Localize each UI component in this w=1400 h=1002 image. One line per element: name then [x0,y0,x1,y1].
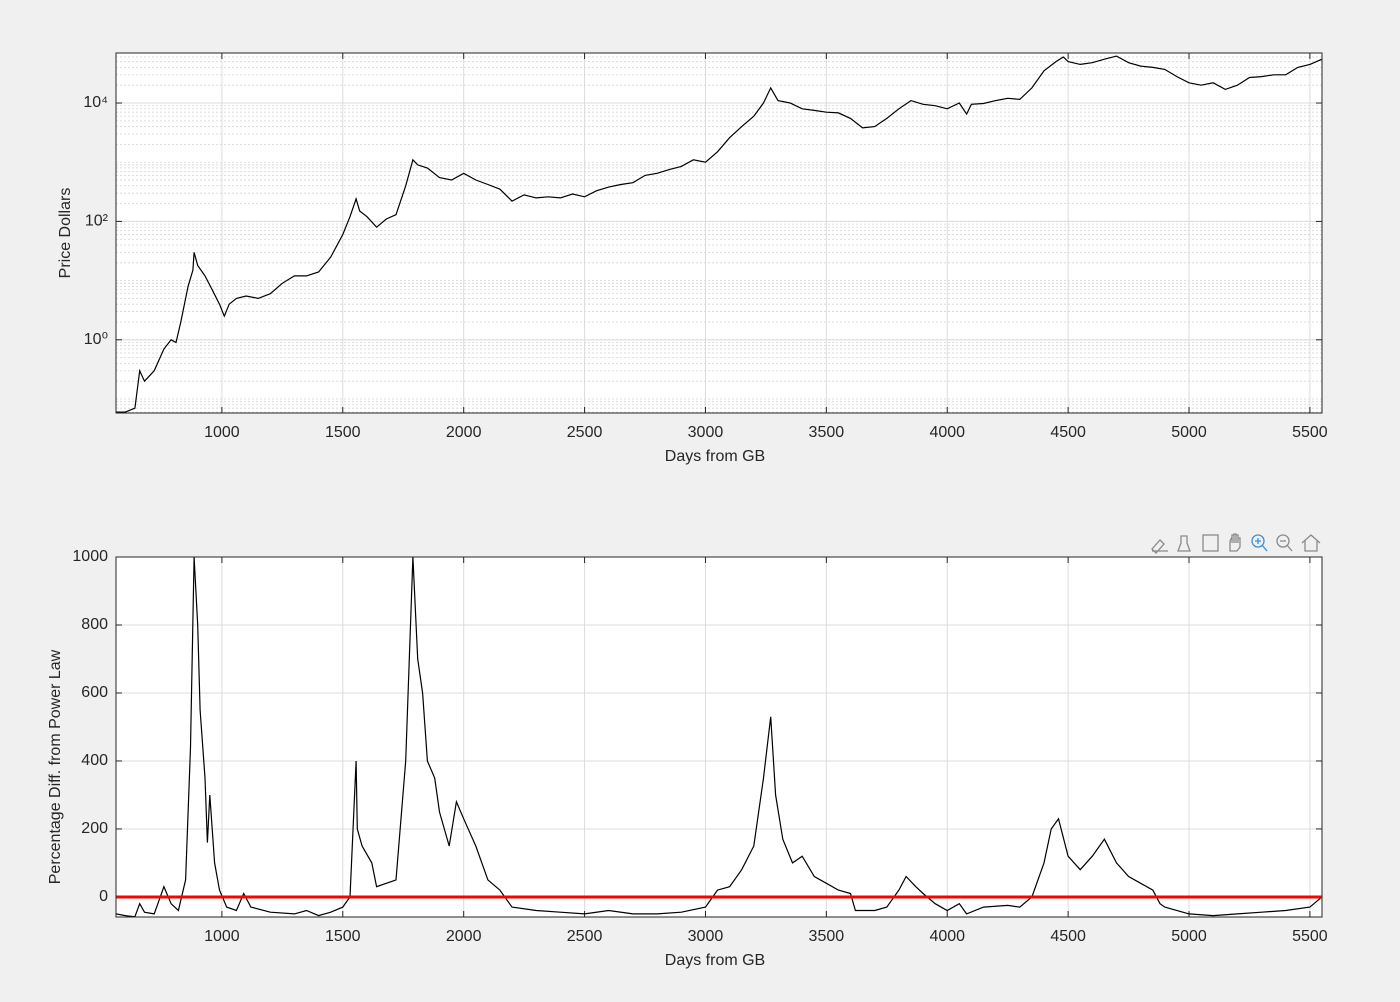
x-tick-label: 2000 [446,424,482,441]
y-axis-label: Percentage Diff. from Power Law [47,649,64,884]
y-tick-label: 600 [81,684,108,701]
x-tick-label: 4000 [929,928,965,945]
x-tick-label: 3000 [688,424,724,441]
toolbar-brush[interactable] [1177,535,1191,552]
y-tick-label: 10⁰ [84,331,108,348]
toolbar[interactable] [1151,533,1321,554]
x-tick-label: 5500 [1292,424,1328,441]
y-tick-label: 10² [85,213,109,230]
toolbar-home[interactable] [1301,534,1321,552]
x-tick-label: 3500 [809,424,845,441]
x-tick-label: 1000 [204,424,240,441]
axes: 1000 1500 2000 2500 3000 3500 4000 4500 5000 5500… [47,548,1328,969]
y-tick-label: 0 [99,888,108,905]
y-tick-label: 400 [81,752,108,769]
toolbar-zoom-in[interactable] [1251,534,1265,548]
x-axis-label: Days from GB [665,448,765,465]
toolbar-pan[interactable] [1229,533,1241,552]
toolbar-zoom-in-mark[interactable] [1255,538,1268,552]
x-tick-label: 5500 [1292,928,1328,945]
data-line [116,55,1322,413]
axes: 1000 1500 2000 2500 3000 3500 4000 4500 5000 5500… [57,52,1328,465]
plot-area [116,53,1322,413]
x-tick-label: 2500 [567,928,603,945]
x-tick-label: 1000 [204,928,240,945]
x-tick-label: 4500 [1050,424,1086,441]
x-tick-label: 1500 [325,928,361,945]
toolbar-datatip[interactable] [1202,534,1219,552]
y-axis-label: Price Dollars [57,188,74,279]
x-tick-label: 4500 [1050,928,1086,945]
x-tick-label: 5000 [1171,928,1207,945]
y-tick-label: 800 [81,616,108,633]
x-tick-label: 2500 [567,424,603,441]
plot-area [116,557,1322,917]
toolbar-zoom-out[interactable] [1276,534,1290,548]
data-line [116,557,1322,917]
x-tick-label: 3000 [688,928,724,945]
toolbar-zoom-out-mark[interactable] [1280,540,1293,552]
x-tick-label: 1500 [325,424,361,441]
x-axis-label: Days from GB [665,952,765,969]
x-tick-label: 4000 [929,424,965,441]
y-tick-label: 1000 [72,548,108,565]
x-tick-label: 2000 [446,928,482,945]
x-tick-label: 5000 [1171,424,1207,441]
toolbar-edit[interactable] [1151,539,1168,554]
axes-frame [115,556,1323,918]
y-tick-label: 10⁴ [83,94,108,111]
y-tick-label: 200 [81,820,108,837]
x-tick-label: 3500 [809,928,845,945]
axes-frame [115,52,1323,414]
